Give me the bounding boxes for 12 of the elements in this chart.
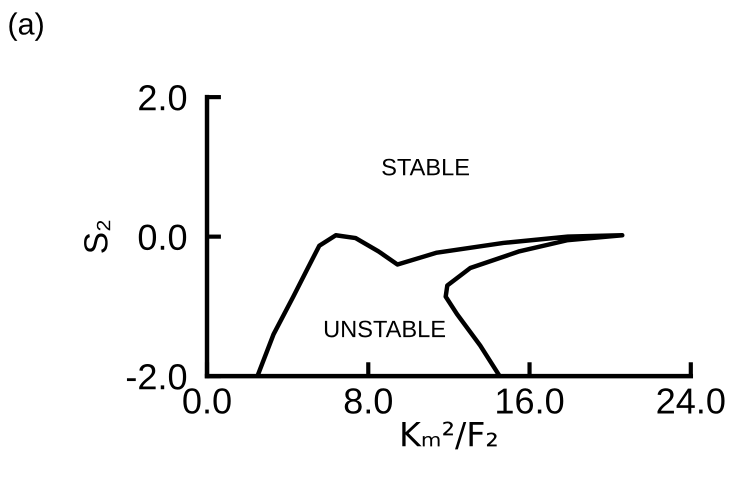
y-tick-label: 2.0 [139,84,186,111]
x-tick-label: 24.0 [657,388,725,414]
text: (a) [9,12,43,41]
x-tick-label: 8.0 [344,388,392,414]
x-tick-label: 0.0 [183,388,231,414]
y-tick-label: -2.0 [126,364,186,390]
y-tick-label: 0.0 [138,224,186,250]
x-axis-title: Kₘ²/F₂ [402,422,497,450]
x-tick-label: 16.0 [497,388,564,414]
annotation: STABLE [382,158,469,176]
annotation: UNSTABLE [324,320,446,338]
y-axis-title: S₂ [84,220,110,253]
